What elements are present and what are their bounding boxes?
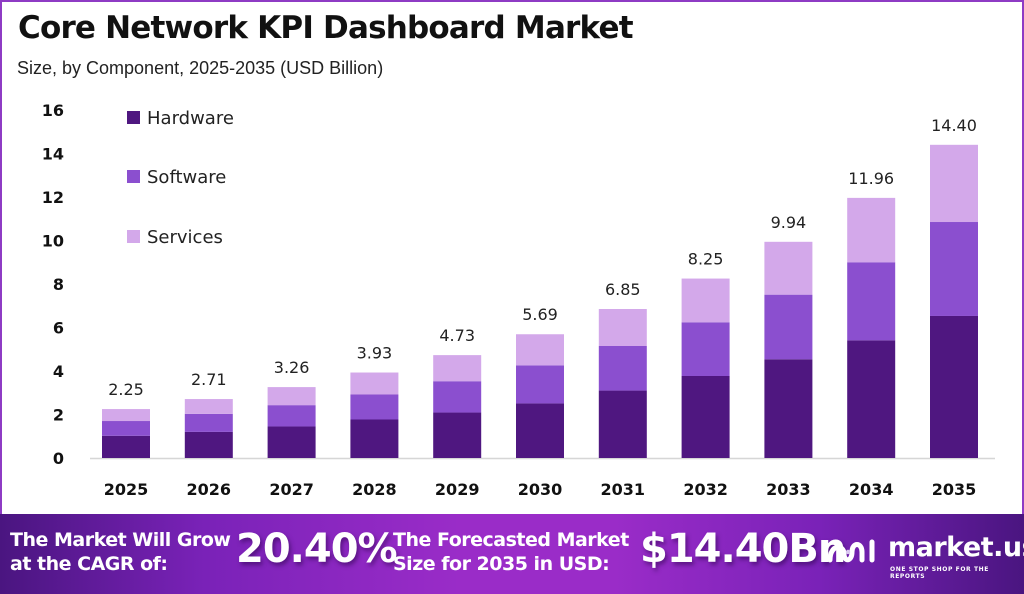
bar-segment-services-2031 <box>598 309 647 346</box>
bar-segment-hardware-2032 <box>681 376 730 458</box>
legend-label-software: Software <box>147 167 226 188</box>
forecast-label-line1: The Forecasted Market <box>393 529 629 551</box>
bar-segment-software-2025 <box>102 421 150 436</box>
bar-segment-hardware-2029 <box>433 412 482 458</box>
bar-segment-hardware-2026 <box>184 431 233 458</box>
bar-segment-services-2033 <box>764 241 813 295</box>
total-label-2027: 3.26 <box>274 358 310 377</box>
bar-segment-software-2034 <box>847 262 896 341</box>
bars-group <box>102 144 978 458</box>
bar-segment-software-2035 <box>930 222 978 316</box>
y-tick-label: 12 <box>42 188 64 207</box>
bar-segment-services-2026 <box>184 399 233 414</box>
cagr-value: 20.40% <box>236 526 398 572</box>
bar-segment-services-2030 <box>516 334 564 366</box>
bar-segment-software-2027 <box>267 405 316 427</box>
total-label-2035: 14.40 <box>931 116 977 135</box>
total-label-2025: 2.25 <box>108 380 144 399</box>
bar-segment-services-2035 <box>930 144 978 223</box>
x-tick-label: 2025 <box>104 480 149 499</box>
legend-swatch-software <box>127 170 140 183</box>
bar-segment-hardware-2034 <box>847 340 896 458</box>
y-tick-label: 4 <box>53 362 64 381</box>
total-label-2030: 5.69 <box>522 305 558 324</box>
bar-segment-software-2031 <box>598 345 647 391</box>
forecast-value: $14.40Bn <box>640 526 846 572</box>
x-tick-label: 2034 <box>849 480 894 499</box>
y-tick-label: 2 <box>53 406 64 425</box>
brand-tagline: ONE STOP SHOP FOR THE REPORTS <box>890 566 989 580</box>
y-axis-ticks: 0 2 4 6 8 10 12 14 16 <box>42 101 64 468</box>
brand-name: market.us <box>888 532 1024 563</box>
forecast-label-line2: Size for 2035 in USD: <box>393 553 610 575</box>
legend: Hardware Software Services <box>127 108 234 248</box>
y-tick-label: 16 <box>42 101 64 120</box>
bar-segment-software-2026 <box>184 413 233 432</box>
market-us-logo-icon <box>827 539 875 563</box>
bar-segment-services-2027 <box>267 387 316 406</box>
y-tick-label: 0 <box>53 449 64 468</box>
x-tick-label: 2033 <box>766 480 811 499</box>
total-label-2032: 8.25 <box>688 250 724 269</box>
bar-segment-hardware-2025 <box>102 435 150 458</box>
total-label-2034: 11.96 <box>848 169 894 188</box>
x-tick-label: 2035 <box>932 480 977 499</box>
y-tick-label: 14 <box>42 145 64 164</box>
bar-segment-hardware-2027 <box>267 426 316 458</box>
bar-segment-hardware-2035 <box>930 315 978 458</box>
total-label-2031: 6.85 <box>605 280 641 299</box>
bar-segment-services-2028 <box>350 372 399 395</box>
x-axis-ticks: 2025 2026 2027 2028 2029 2030 2031 2032 2033 2034… <box>104 480 977 499</box>
x-tick-label: 2030 <box>518 480 563 499</box>
total-label-2033: 9.94 <box>771 213 807 232</box>
x-tick-label: 2028 <box>352 480 397 499</box>
bar-segment-services-2032 <box>681 278 730 323</box>
legend-swatch-hardware <box>127 111 140 124</box>
y-tick-label: 8 <box>53 275 64 294</box>
x-tick-label: 2029 <box>435 480 480 499</box>
legend-label-hardware: Hardware <box>147 108 234 129</box>
bar-segment-hardware-2031 <box>598 390 647 458</box>
bar-segment-hardware-2030 <box>516 403 564 458</box>
chart-title: Core Network KPI Dashboard Market <box>18 10 634 46</box>
x-tick-label: 2032 <box>683 480 728 499</box>
bar-segment-services-2025 <box>102 409 150 422</box>
stacked-bar-chart: 0 2 4 6 8 10 12 14 16 2.25 2.71 3.26 3.93 4.73 5.69 6.… <box>42 101 995 499</box>
x-tick-label: 2027 <box>269 480 314 499</box>
total-label-2029: 4.73 <box>439 326 475 345</box>
bar-segment-software-2033 <box>764 294 813 360</box>
y-tick-label: 6 <box>53 319 64 338</box>
legend-label-services: Services <box>147 227 223 248</box>
bar-segment-services-2034 <box>847 197 896 263</box>
total-label-2026: 2.71 <box>191 370 227 389</box>
data-labels-group: 2.25 2.71 3.26 3.93 4.73 5.69 6.85 8.25 9.94 11.9… <box>108 116 977 399</box>
y-tick-label: 10 <box>42 232 64 251</box>
bar-segment-services-2029 <box>433 355 482 382</box>
cagr-label-line1: The Market Will Grow <box>10 529 231 551</box>
chart-subtitle: Size, by Component, 2025-2035 (USD Billi… <box>17 58 384 78</box>
footer-banner: The Market Will Grow at the CAGR of: 20.… <box>0 514 1024 594</box>
x-tick-label: 2031 <box>601 480 646 499</box>
bar-segment-hardware-2033 <box>764 359 813 458</box>
bar-segment-hardware-2028 <box>350 419 399 458</box>
bar-segment-software-2028 <box>350 394 399 420</box>
legend-swatch-services <box>127 230 140 243</box>
x-tick-label: 2026 <box>187 480 232 499</box>
bar-segment-software-2029 <box>433 381 482 413</box>
bar-segment-software-2032 <box>681 322 730 377</box>
bar-segment-software-2030 <box>516 365 564 404</box>
cagr-label-line2: at the CAGR of: <box>10 553 168 575</box>
total-label-2028: 3.93 <box>357 344 393 363</box>
